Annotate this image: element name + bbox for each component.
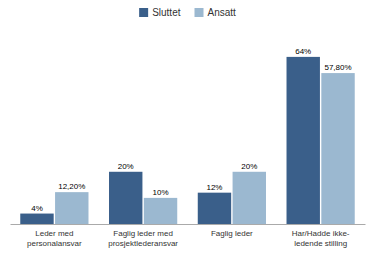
legend-label: Ansatt (208, 7, 237, 18)
bar (55, 192, 88, 224)
bar (20, 214, 53, 224)
legend-swatch (195, 8, 204, 17)
data-labels: 4% 20% 12% 64% 12,20% 10% 20% 57,80% (31, 47, 351, 213)
x-tick: Har/Hadde ikke-ledende stilling (292, 229, 350, 248)
x-tick-label: Faglig leder (211, 229, 253, 238)
x-tick-label-line: Leder med (35, 229, 73, 238)
legend-swatch (139, 8, 148, 17)
x-tick-label-line: prosjektlederansvar (108, 239, 178, 248)
chart: 4% 20% 12% 64% 12,20% 10% 20% 57,80% Leder medpe… (0, 0, 375, 266)
x-tick-label-line: personalansvar (27, 239, 82, 248)
x-tick-label: Faglig leder medprosjektlederansvar (108, 229, 178, 248)
legend-item: Ansatt (195, 7, 237, 18)
x-tick-label-line: Har/Hadde ikke- (292, 229, 350, 238)
x-tick-label-line: Faglig leder med (113, 229, 173, 238)
bars (20, 57, 354, 224)
bar-series (20, 57, 320, 224)
legend-label: Sluttet (152, 7, 181, 18)
x-tick: Leder medpersonalansvar (27, 229, 82, 248)
data-label: 12% (206, 183, 222, 192)
x-tick: Faglig leder medprosjektlederansvar (108, 229, 178, 248)
legend-item: Sluttet (139, 7, 181, 18)
bar (144, 198, 177, 224)
x-tick: Faglig leder (211, 229, 253, 238)
bar (321, 73, 354, 224)
data-label: 10% (153, 188, 169, 197)
x-tick-label: Har/Hadde ikke-ledende stilling (292, 229, 350, 248)
x-axis: Leder medpersonalansvarFaglig leder medp… (11, 225, 366, 248)
data-label: 12,20% (58, 182, 85, 191)
x-tick-label-line: Faglig leder (211, 229, 253, 238)
data-label: 57,80% (324, 63, 351, 72)
bar-series (55, 73, 355, 224)
data-label: 64% (295, 47, 311, 56)
x-tick-label: Leder medpersonalansvar (27, 229, 82, 248)
bar (233, 172, 266, 224)
legend: Sluttet Ansatt (139, 7, 236, 18)
data-label: 4% (31, 204, 43, 213)
data-label: 20% (241, 162, 257, 171)
x-axis-line (11, 224, 366, 225)
bar (109, 172, 142, 224)
bar (287, 57, 320, 224)
x-tick-label-line: ledende stilling (294, 239, 347, 248)
bar (198, 193, 231, 224)
data-label: 20% (118, 162, 134, 171)
